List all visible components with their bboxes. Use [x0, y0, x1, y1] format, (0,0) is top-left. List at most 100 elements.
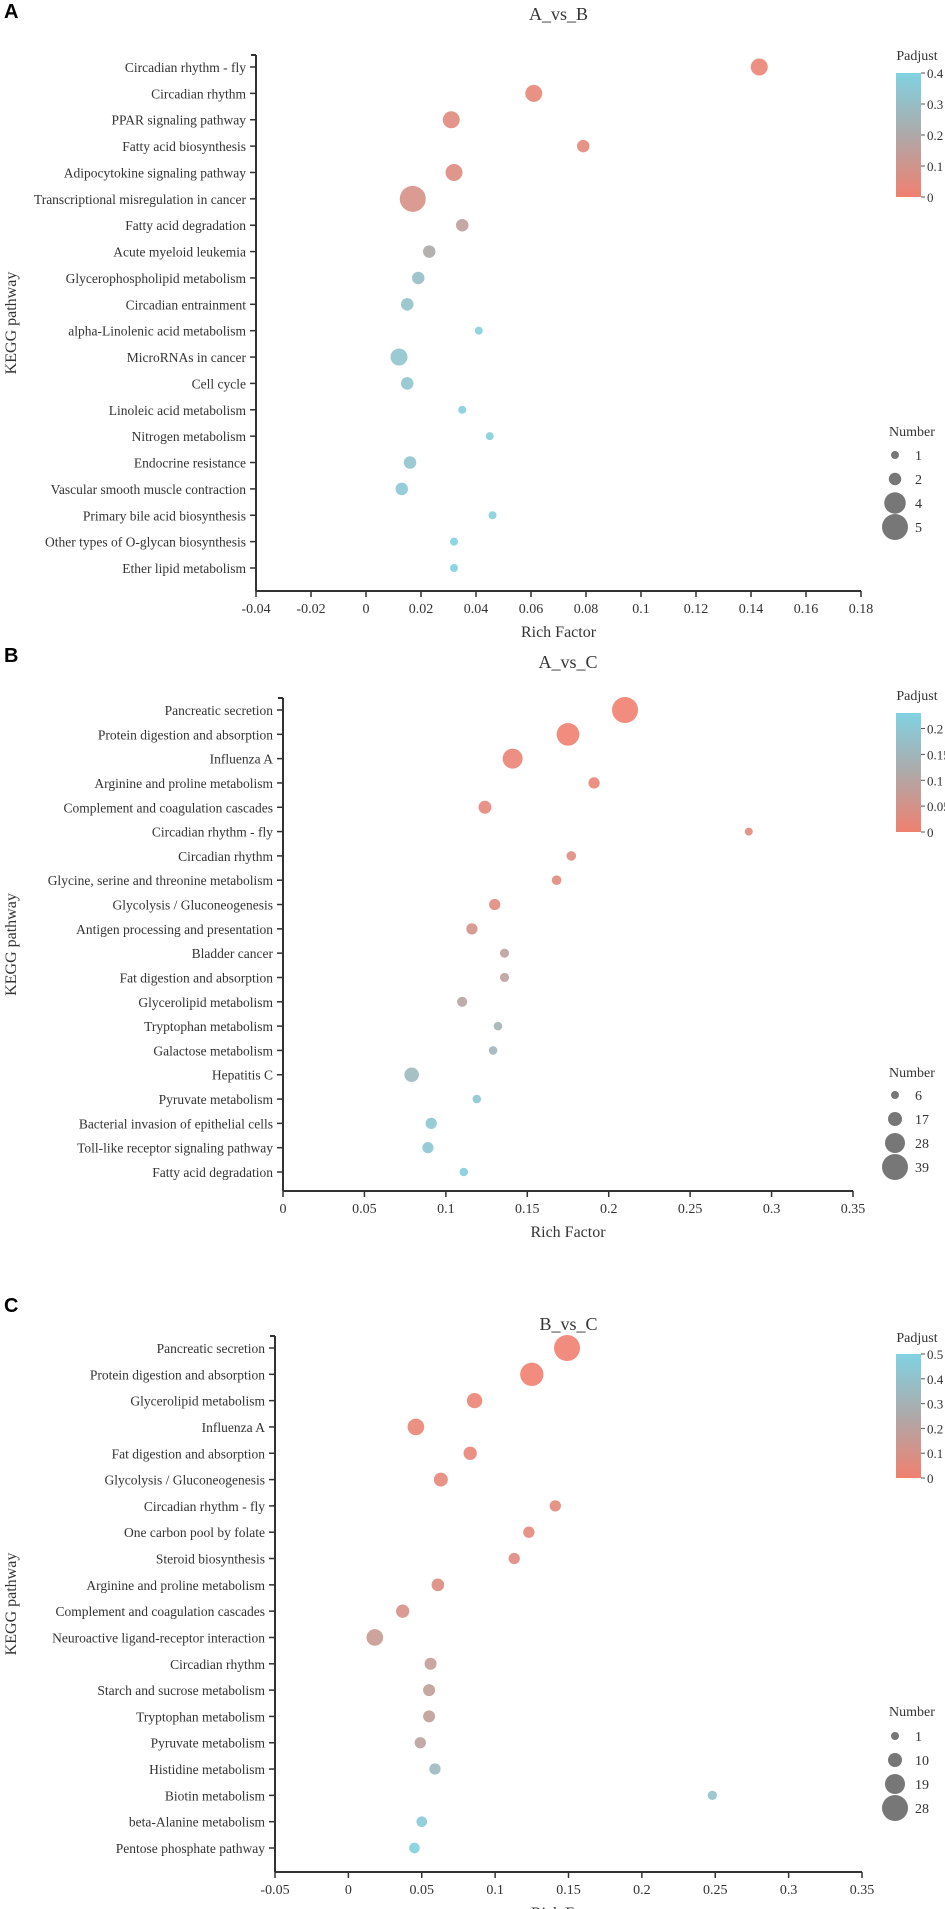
y-tick-label: Toll-like receptor signaling pathway: [77, 1141, 273, 1156]
size-legend-marker: [882, 1154, 908, 1180]
colorbar-tick-label: 0.05: [927, 799, 945, 814]
size-legend-marker: [882, 514, 908, 540]
y-tick-label: Hepatitis C: [212, 1068, 273, 1083]
data-point: [750, 58, 768, 76]
colorbar-tick-label: 0.5: [927, 1347, 943, 1362]
size-legend-title: Number: [889, 425, 935, 440]
size-legend-marker: [882, 1795, 908, 1821]
x-tick-label: 0.25: [703, 1883, 728, 1898]
y-tick-label: Circadian rhythm - fly: [152, 825, 273, 840]
y-tick-label: Tryptophan metabolism: [144, 1019, 273, 1034]
data-point: [423, 1710, 436, 1723]
x-tick-label: 0.35: [841, 1202, 866, 1217]
data-point: [478, 800, 492, 814]
panel-b: B A_vs_C 0 0.05 0.1 0.15 0.2 0.25 0.3 0.35 Rich Fa…: [3, 645, 945, 1241]
data-point: [588, 777, 600, 789]
x-tick-label: 0.12: [684, 602, 709, 617]
size-legend-marker: [891, 451, 899, 459]
x-tick-label: 0.16: [794, 602, 819, 617]
y-tick-label: Glycerolipid metabolism: [130, 1394, 265, 1409]
data-point: [485, 432, 494, 441]
y-tick-label: Transcriptional misregulation in cancer: [34, 192, 247, 207]
color-legend-title: Padjust: [896, 49, 937, 64]
x-tick-label: 0.2: [600, 1202, 618, 1217]
y-tick-label: Primary bile acid biosynthesis: [83, 508, 246, 523]
data-point: [459, 1167, 469, 1177]
data-point: [554, 1335, 581, 1361]
data-point: [744, 827, 753, 836]
data-point: [424, 1657, 437, 1670]
colorbar: [896, 1354, 921, 1478]
data-point: [502, 748, 523, 769]
size-legend-marker: [885, 1774, 905, 1794]
y-tick-label: beta-Alanine metabolism: [129, 1815, 266, 1830]
x-tick-label: -0.05: [260, 1883, 289, 1898]
y-axis-label: KEGG pathway: [3, 893, 20, 996]
size-legend-title: Number: [889, 1066, 935, 1081]
y-tick-label: Protein digestion and absorption: [90, 1367, 265, 1382]
color-legend-title: Padjust: [896, 1331, 937, 1346]
data-point: [403, 456, 417, 469]
x-tick-label: 0.08: [574, 602, 599, 617]
y-tick-label: PPAR signaling pathway: [111, 113, 246, 128]
y-tick-label: Histidine metabolism: [149, 1762, 265, 1777]
x-tick-label: 0.25: [678, 1202, 703, 1217]
data-point: [488, 1046, 498, 1055]
x-tick-label: 0.18: [849, 602, 874, 617]
y-tick-label: Arginine and proline metabolism: [94, 776, 273, 791]
y-tick-label: Vascular smooth muscle contraction: [51, 482, 247, 497]
panel-letter: A: [4, 1, 18, 23]
y-tick-label: Nitrogen metabolism: [132, 429, 247, 444]
y-tick-label: Circadian rhythm - fly: [125, 60, 246, 75]
x-tick-label: 0.05: [352, 1202, 377, 1217]
data-point: [551, 875, 562, 886]
size-legend-marker: [891, 1091, 899, 1099]
y-tick-label: Circadian rhythm: [151, 86, 246, 101]
colorbar-tick-label: 0: [927, 190, 934, 205]
y-axis-label: KEGG pathway: [3, 272, 20, 375]
y-tick-label: Pancreatic secretion: [157, 1341, 266, 1356]
x-tick-label: 0.2: [633, 1883, 651, 1898]
size-legend-label: 5: [915, 521, 922, 536]
colorbar-tick-label: 0.3: [927, 1397, 943, 1412]
y-tick-label: Ether lipid metabolism: [122, 561, 246, 576]
y-tick-label: alpha-Linolenic acid metabolism: [68, 324, 246, 339]
x-tick-label: 0.1: [632, 602, 650, 617]
colorbar-tick-label: 0.1: [927, 1446, 943, 1461]
size-legend-label: 2: [915, 473, 922, 488]
size-legend-label: 1: [915, 449, 922, 464]
chart-title: A_vs_C: [538, 652, 597, 672]
y-tick-label: Influenza A: [202, 1420, 266, 1435]
colorbar-tick-label: 0: [927, 825, 934, 840]
y-tick-label: Circadian rhythm: [178, 849, 273, 864]
x-tick-label: 0.05: [410, 1883, 435, 1898]
size-legend-label: 17: [915, 1113, 929, 1128]
y-tick-label: Fatty acid degradation: [152, 1165, 273, 1180]
data-point: [457, 996, 468, 1007]
y-tick-label: Bacterial invasion of epithelial cells: [79, 1116, 273, 1131]
x-tick-label: 0.04: [464, 602, 489, 617]
data-point: [556, 722, 580, 746]
chart-title: A_vs_B: [529, 4, 588, 24]
x-tick-label: 0.3: [780, 1883, 798, 1898]
data-point: [422, 1142, 434, 1154]
size-legend-label: 6: [915, 1089, 922, 1104]
x-tick-label: 0.14: [739, 602, 764, 617]
data-point: [399, 185, 426, 212]
data-point: [463, 1446, 477, 1460]
data-point: [431, 1578, 445, 1592]
data-point: [404, 1067, 419, 1083]
data-point: [549, 1500, 561, 1512]
data-point: [458, 405, 467, 414]
y-tick-label: Linoleic acid metabolism: [109, 403, 247, 418]
data-point: [409, 1842, 420, 1854]
data-point: [442, 111, 460, 129]
data-point: [499, 948, 510, 958]
colorbar-tick-label: 0.4: [927, 1372, 944, 1387]
data-point: [425, 1117, 437, 1130]
y-tick-label: Steroid biosynthesis: [156, 1552, 265, 1567]
size-legend-label: 19: [915, 1778, 929, 1793]
x-tick-label: 0.35: [850, 1883, 875, 1898]
y-tick-label: Complement and coagulation cascades: [55, 1604, 265, 1619]
